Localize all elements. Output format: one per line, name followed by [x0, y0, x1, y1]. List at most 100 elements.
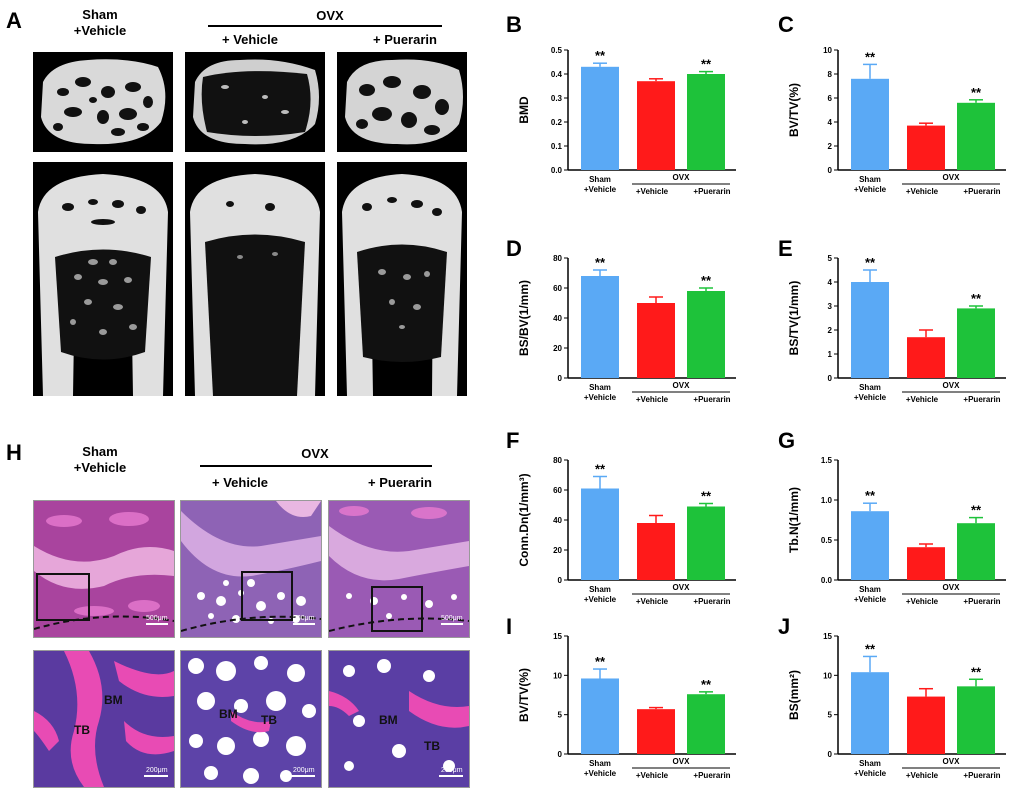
y-tick-label: 5: [828, 711, 833, 720]
panel-letter-a: A: [6, 8, 22, 33]
bar: [957, 102, 995, 170]
x-label-ovx: OVX: [943, 381, 961, 390]
x-label-sham-vehicle: +Vehicle: [854, 769, 887, 778]
microct-sham-top-image: [33, 52, 173, 152]
microct-sham-line-2: +Vehicle: [73, 23, 127, 38]
microct-puerarin-label: + Puerarin: [373, 32, 437, 47]
x-label-sham-vehicle: +Vehicle: [854, 595, 887, 604]
histology-puerarin-zoom-image: BM TB 200μm: [328, 650, 470, 788]
y-tick-label: 0.5: [551, 46, 563, 55]
scale-label: 500μm: [146, 615, 168, 622]
y-tick-label: 0: [828, 166, 833, 175]
y-tick-label: 0: [558, 576, 563, 585]
bar: [851, 672, 889, 754]
x-label-sham: Sham: [589, 383, 611, 392]
bar: [907, 696, 945, 754]
roi-box: [241, 571, 293, 621]
x-label-sham: Sham: [859, 383, 881, 392]
bar: [851, 282, 889, 378]
x-label-vehicle: +Vehicle: [636, 771, 669, 780]
y-tick-label: 0: [558, 374, 563, 383]
y-tick-label: 0.2: [551, 118, 563, 127]
y-tick-label: 0.5: [821, 536, 833, 545]
significance-label: **: [595, 255, 606, 270]
significance-label: **: [971, 291, 982, 306]
x-label-sham: Sham: [589, 759, 611, 768]
bar: [581, 66, 619, 170]
bar: [687, 291, 725, 378]
significance-label: **: [971, 503, 982, 518]
x-label-sham: Sham: [859, 759, 881, 768]
bar: [637, 523, 675, 580]
scale-bar: [439, 775, 463, 777]
y-tick-label: 2: [828, 326, 833, 335]
x-label-sham-vehicle: +Vehicle: [584, 185, 617, 194]
x-label-ovx: OVX: [943, 173, 961, 182]
significance-label: **: [595, 462, 606, 477]
x-label-puerarin: +Puerarin: [963, 187, 1000, 196]
y-tick-label: 80: [553, 456, 562, 465]
y-tick-label: 15: [553, 632, 562, 641]
microct-ovx-line: [208, 25, 442, 27]
y-tick-label: 5: [828, 254, 833, 263]
y-tick-label: 20: [553, 344, 562, 353]
tb-label: TB: [424, 739, 440, 753]
x-label-sham: Sham: [589, 175, 611, 184]
bar: [581, 488, 619, 580]
tb-label: TB: [261, 713, 277, 727]
y-axis-label: Tb.N(1/mm): [787, 487, 801, 553]
x-label-ovx: OVX: [673, 381, 691, 390]
scale-bar: [293, 623, 315, 625]
y-axis-label: BMD: [517, 96, 531, 124]
bar: [687, 694, 725, 754]
y-tick-label: 10: [553, 671, 562, 680]
x-label-puerarin: +Puerarin: [963, 771, 1000, 780]
y-tick-label: 60: [553, 284, 562, 293]
histology-sham-label: Sham +Vehicle: [40, 444, 160, 476]
x-label-sham: Sham: [859, 175, 881, 184]
scale-bar: [144, 775, 168, 777]
panel-letter-f: F: [506, 428, 520, 453]
panel-letter-h: H: [6, 440, 22, 465]
x-label-vehicle: +Vehicle: [906, 597, 939, 606]
significance-label: **: [595, 654, 606, 669]
bar: [907, 547, 945, 580]
scale-bar: [291, 775, 315, 777]
bar: [581, 276, 619, 378]
x-label-vehicle: +Vehicle: [906, 187, 939, 196]
significance-label: **: [971, 664, 982, 679]
histology-vehicle-overview-image: 500μm: [180, 500, 322, 638]
y-tick-label: 10: [823, 46, 832, 55]
scale-label: 500μm: [441, 615, 463, 622]
chart-f: Conn.Dn(1/mm³)020406080****Sham+VehicleO…: [517, 456, 736, 606]
bar: [637, 81, 675, 170]
chart-i: BV/TV(%)051015****Sham+VehicleOVX+Vehicl…: [517, 632, 736, 780]
bar: [957, 523, 995, 580]
y-tick-label: 40: [553, 314, 562, 323]
x-label-ovx: OVX: [673, 173, 691, 182]
chart-j: BS(mm²)051015****Sham+VehicleOVX+Vehicle…: [787, 632, 1006, 780]
microct-puerarin-top-image: [337, 52, 467, 152]
significance-label: **: [865, 49, 876, 64]
scale-label: 200μm: [441, 767, 463, 774]
bar: [957, 308, 995, 378]
bar: [637, 709, 675, 754]
x-label-puerarin: +Puerarin: [693, 597, 730, 606]
y-tick-label: 0: [828, 374, 833, 383]
bar: [581, 678, 619, 754]
histology-sham-line-1: Sham: [82, 444, 118, 459]
roi-box: [36, 573, 90, 621]
tb-label: TB: [74, 723, 90, 737]
y-tick-label: 15: [823, 632, 832, 641]
y-tick-label: 10: [823, 671, 832, 680]
significance-label: **: [595, 48, 606, 63]
y-axis-label: BS(mm²): [787, 670, 801, 720]
chart-g: Tb.N(1/mm)0.00.51.01.5****Sham+VehicleOV…: [787, 456, 1006, 606]
y-tick-label: 20: [553, 546, 562, 555]
histology-vehicle-label: + Vehicle: [211, 475, 268, 490]
significance-label: **: [865, 641, 876, 656]
x-label-vehicle: +Vehicle: [906, 771, 939, 780]
